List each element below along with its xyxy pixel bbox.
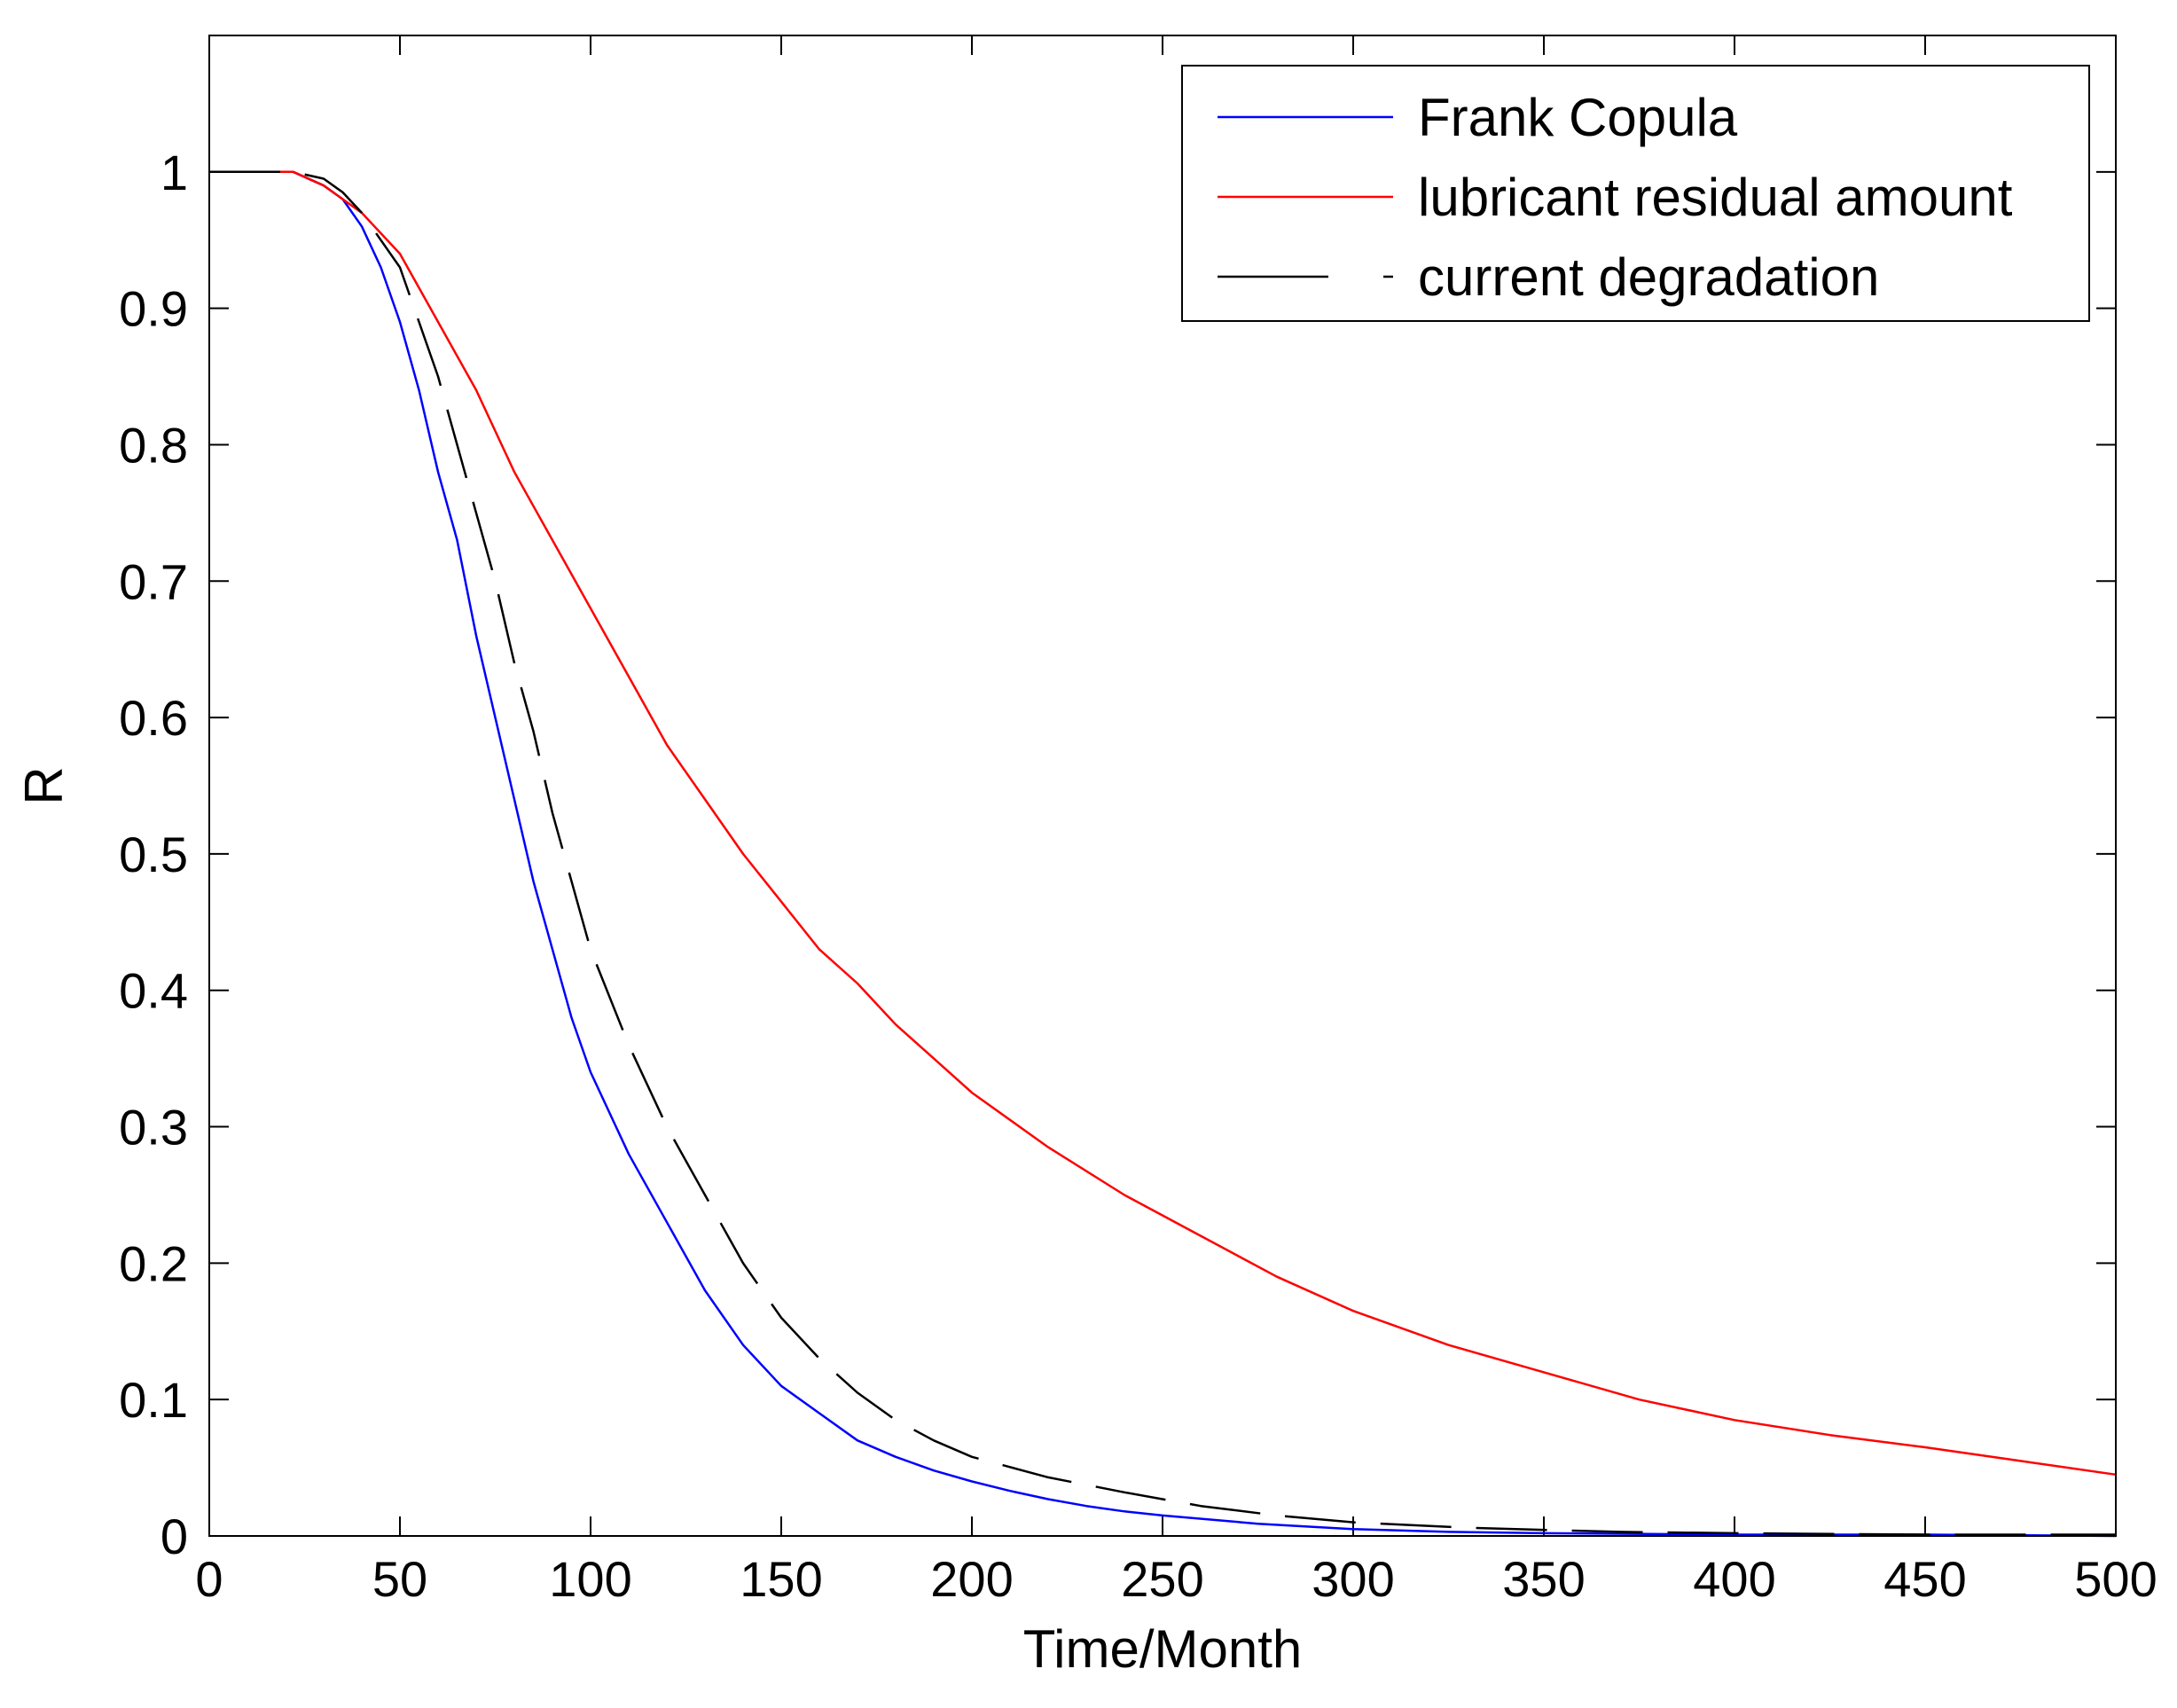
legend-label: lubricant residual amount xyxy=(1418,168,2013,227)
y-tick-label: 0 xyxy=(161,1508,188,1564)
y-tick-label: 0.7 xyxy=(119,553,188,609)
legend-label: Frank Copula xyxy=(1418,88,1738,147)
axis-ticks: 0 50 100 150 200 250 300 350 400 450 500 0 0.1 0.2 0.3… xyxy=(119,35,2157,1607)
y-tick-label: 0.4 xyxy=(119,963,188,1019)
x-tick-label: 400 xyxy=(1693,1551,1775,1607)
x-tick-label: 150 xyxy=(740,1551,822,1607)
y-tick-label: 0.5 xyxy=(119,827,188,882)
x-tick-label: 350 xyxy=(1502,1551,1585,1607)
x-tick-label: 200 xyxy=(930,1551,1013,1607)
x-tick-label: 0 xyxy=(195,1551,223,1607)
x-tick-label: 50 xyxy=(372,1551,427,1607)
y-tick-label: 0.1 xyxy=(119,1372,188,1428)
y-tick-label: 0.6 xyxy=(119,690,188,746)
legend-box xyxy=(1181,65,2090,322)
x-tick-label: 300 xyxy=(1312,1551,1394,1607)
x-axis-label: Time/Month xyxy=(1023,1619,1303,1679)
series-line xyxy=(209,170,2116,1536)
x-tick-label: 250 xyxy=(1121,1551,1203,1607)
series-line xyxy=(209,170,2117,1477)
y-tick-label: 1 xyxy=(161,145,188,200)
y-axis-label: R xyxy=(14,766,74,804)
y-tick-label: 0.8 xyxy=(119,417,188,473)
series-line xyxy=(209,170,2117,1538)
legend-label: current degradation xyxy=(1418,247,1879,307)
series-layer xyxy=(209,170,2117,1538)
y-tick-label: 0.9 xyxy=(119,281,188,337)
legend: Frank Copula lubricant residual amount cur… xyxy=(1181,65,2090,322)
x-tick-label: 100 xyxy=(549,1551,631,1607)
x-tick-label: 500 xyxy=(2074,1551,2157,1607)
plot-frame xyxy=(208,35,2117,1537)
x-tick-label: 450 xyxy=(1883,1551,1966,1607)
y-tick-label: 0.3 xyxy=(119,1100,188,1156)
y-tick-label: 0.2 xyxy=(119,1235,188,1291)
